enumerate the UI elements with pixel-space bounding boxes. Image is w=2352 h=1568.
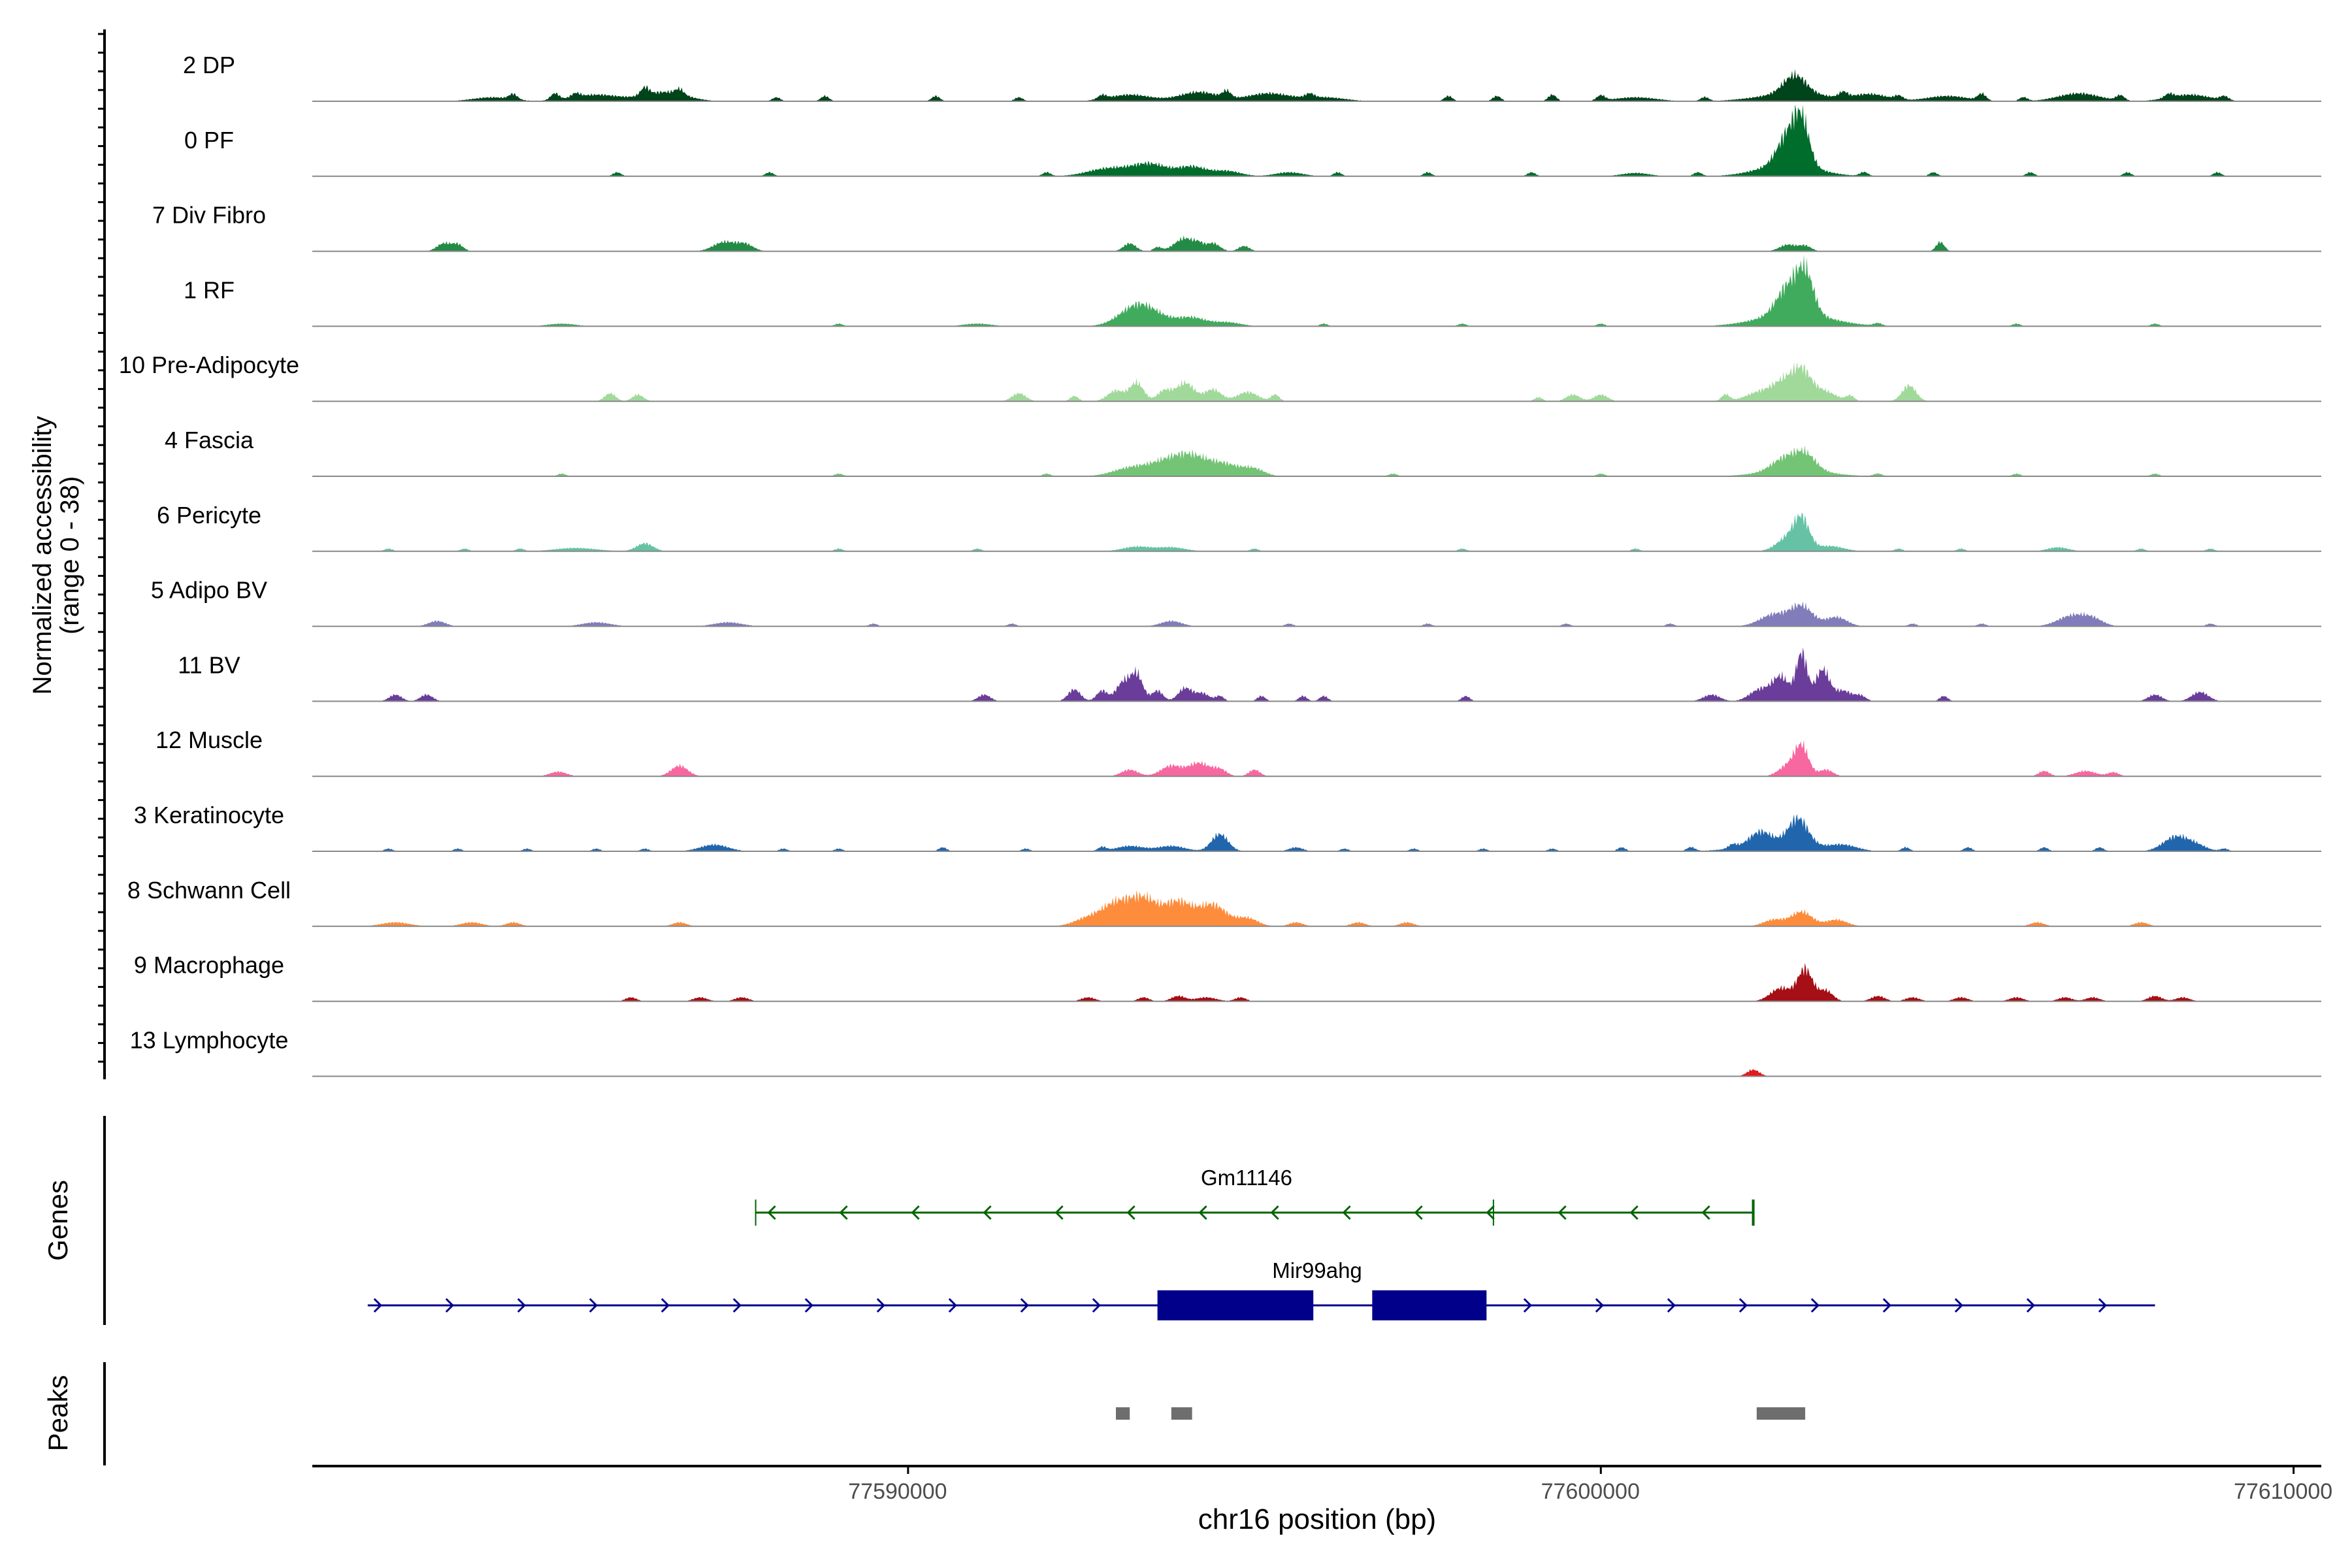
y-axis-ticks [98,33,105,1063]
strand-arrow [589,1298,598,1313]
strand-arrow [876,1298,885,1313]
strand-arrow [1198,1205,1207,1220]
strand-arrow [1558,1205,1567,1220]
strand-arrow [1126,1205,1135,1220]
track-7-div-fibro: 7 Div Fibro [152,202,2321,252]
track-0-pf: 0 PF [184,104,2321,177]
peaks-panel-label: Peaks [42,1375,73,1452]
track-label: 0 PF [184,127,234,154]
strand-arrow [661,1298,670,1313]
strand-arrow [1701,1205,1710,1220]
strand-arrow [2098,1298,2107,1313]
strand-arrow [1486,1205,1495,1220]
strand-arrow [1810,1298,1820,1313]
coverage-area [312,890,2321,926]
track-label: 1 RF [184,276,235,303]
gene-label: Mir99ahg [1272,1258,1362,1282]
coverage-area [312,1069,2321,1077]
strand-arrow [911,1205,920,1220]
strand-arrow [1667,1298,1676,1313]
strand-arrow [732,1298,742,1313]
strand-arrow [1020,1298,1029,1313]
track-1-rf: 1 RF [184,254,2321,327]
y-axis-label-line2: (range 0 - 38) [56,476,84,634]
strand-arrow [767,1205,776,1220]
coverage-area [312,69,2321,101]
track-panels: 2 DP 0 PF 7 Div Fibro 1 RF 10 Pre-Adipocyte 4… [119,52,2321,1077]
exon [1372,1290,1487,1320]
x-axis-title: chr16 position (bp) [1198,1503,1436,1535]
track-label: 6 Pericyte [157,502,261,529]
exon [1157,1290,1314,1320]
track-label: 4 Fascia [165,427,254,453]
x-tick-label: 77590000 [848,1479,947,1504]
track-2-dp: 2 DP [183,52,2321,102]
track-label: 5 Adipo BV [151,577,267,604]
strand-arrow [1595,1298,1604,1313]
gene-gm11146: Gm11146 [755,1166,1755,1226]
strand-arrow [1414,1205,1423,1220]
strand-arrow [1342,1205,1351,1220]
strand-arrow [1054,1205,1064,1220]
coverage-area [312,512,2321,551]
track-10-pre-adipocyte: 10 Pre-Adipocyte [119,351,2321,402]
coverage-area [312,601,2321,627]
track-label: 3 Keratinocyte [134,802,284,828]
strand-arrow [517,1298,526,1313]
strand-arrow [1523,1298,1532,1313]
strand-arrow [373,1298,382,1313]
x-axis-ticks: 77590000 77600000 77610000 [848,1466,2332,1504]
coverage-area [312,235,2321,252]
strand-arrow [839,1205,848,1220]
track-12-muscle: 12 Muscle [155,727,2321,777]
genes-panel-label: Genes [42,1180,73,1261]
coverage-area [312,104,2321,176]
track-label: 2 DP [183,52,235,78]
gene-label: Gm11146 [1201,1166,1292,1190]
coverage-area [312,362,2321,402]
x-tick-label: 77600000 [1541,1479,1640,1504]
track-3-keratinocyte: 3 Keratinocyte [134,802,2321,852]
track-9-macrophage: 9 Macrophage [134,952,2321,1002]
track-label: 13 Lymphocyte [130,1026,289,1053]
coverage-area [312,254,2321,327]
coverage-area [312,740,2321,777]
peak-region [1171,1407,1192,1420]
gene-annotations: Gm11146 Mir99ahg [367,1166,2155,1320]
track-4-fascia: 4 Fascia [165,427,2321,477]
gene-mir99ahg: Mir99ahg [367,1258,2155,1320]
strand-arrow [1954,1298,1963,1313]
track-13-lymphocyte: 13 Lymphocyte [130,1026,2321,1077]
track-label: 10 Pre-Adipocyte [119,351,299,378]
track-label: 7 Div Fibro [152,202,266,229]
strand-arrow [445,1298,454,1313]
strand-arrow [1739,1298,1748,1313]
track-label: 9 Macrophage [134,952,284,979]
track-5-adipo-bv: 5 Adipo BV [151,577,2321,627]
strand-arrow [1629,1205,1639,1220]
coverage-area [312,962,2321,1002]
track-label: 8 Schwann Cell [127,877,291,904]
track-label: 11 BV [178,651,240,678]
peak-region [1756,1407,1806,1420]
peak-regions [1116,1407,1806,1420]
track-8-schwann-cell: 8 Schwann Cell [127,877,2321,927]
strand-arrow [1882,1298,1891,1313]
track-6-pericyte: 6 Pericyte [157,502,2321,552]
track-11-bv: 11 BV [178,647,2321,702]
strand-arrow [2026,1298,2035,1313]
peak-region [1116,1407,1130,1420]
coverage-area [312,813,2321,851]
strand-arrow [1092,1298,1101,1313]
strand-arrow [1270,1205,1279,1220]
coverage-area [312,445,2321,476]
strand-arrow [804,1298,813,1313]
x-tick-label: 77610000 [2234,1479,2332,1504]
track-label: 12 Muscle [155,727,263,753]
y-axis-label-line1: Normalized accessibility [28,416,57,695]
strand-arrow [948,1298,957,1313]
strand-arrow [983,1205,992,1220]
coverage-area [312,647,2321,702]
